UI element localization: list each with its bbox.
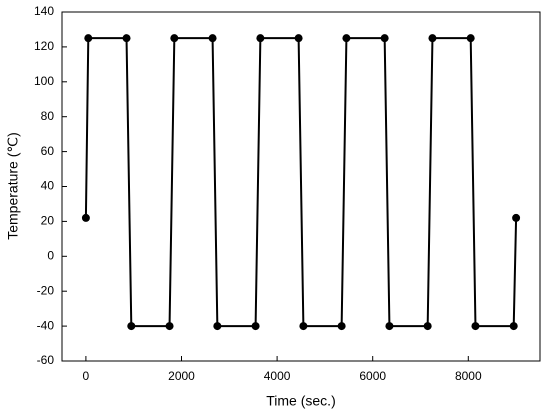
data-point	[423, 322, 432, 331]
x-axis-label: Time (sec.)	[266, 393, 335, 409]
data-point	[294, 34, 303, 43]
x-tick-label: 6000	[359, 369, 386, 383]
data-point	[122, 34, 131, 43]
y-tick-label: 120	[34, 39, 54, 53]
data-point	[251, 322, 260, 331]
data-point	[84, 34, 93, 43]
x-tick-label: 2000	[168, 369, 195, 383]
y-tick-label: 0	[47, 248, 54, 262]
x-tick-label: 8000	[455, 369, 482, 383]
data-point	[428, 34, 437, 43]
data-point	[342, 34, 351, 43]
y-tick-label: -20	[37, 283, 55, 297]
data-point	[512, 213, 521, 222]
y-tick-label: 20	[41, 214, 55, 228]
y-tick-label: 100	[34, 74, 54, 88]
data-point	[380, 34, 389, 43]
data-point	[81, 213, 90, 222]
data-point	[466, 34, 475, 43]
data-point	[165, 322, 174, 331]
y-tick-label: -60	[37, 353, 55, 367]
data-point	[170, 34, 179, 43]
x-tick-label: 4000	[264, 369, 291, 383]
y-tick-label: 140	[34, 4, 54, 18]
y-tick-label: 60	[41, 144, 55, 158]
data-point	[299, 322, 308, 331]
data-point	[213, 322, 222, 331]
series-line	[84, 37, 518, 328]
y-axis-label: Temperature (℃)	[5, 132, 21, 240]
data-point	[208, 34, 217, 43]
data-point	[337, 322, 346, 331]
y-tick-label: 80	[41, 109, 55, 123]
data-point	[471, 322, 480, 331]
y-tick-label: 40	[41, 179, 55, 193]
data-point	[509, 322, 518, 331]
data-point	[127, 322, 136, 331]
data-point	[385, 322, 394, 331]
x-tick-label: 0	[83, 369, 90, 383]
data-point	[256, 34, 265, 43]
y-tick-label: -40	[37, 318, 55, 332]
